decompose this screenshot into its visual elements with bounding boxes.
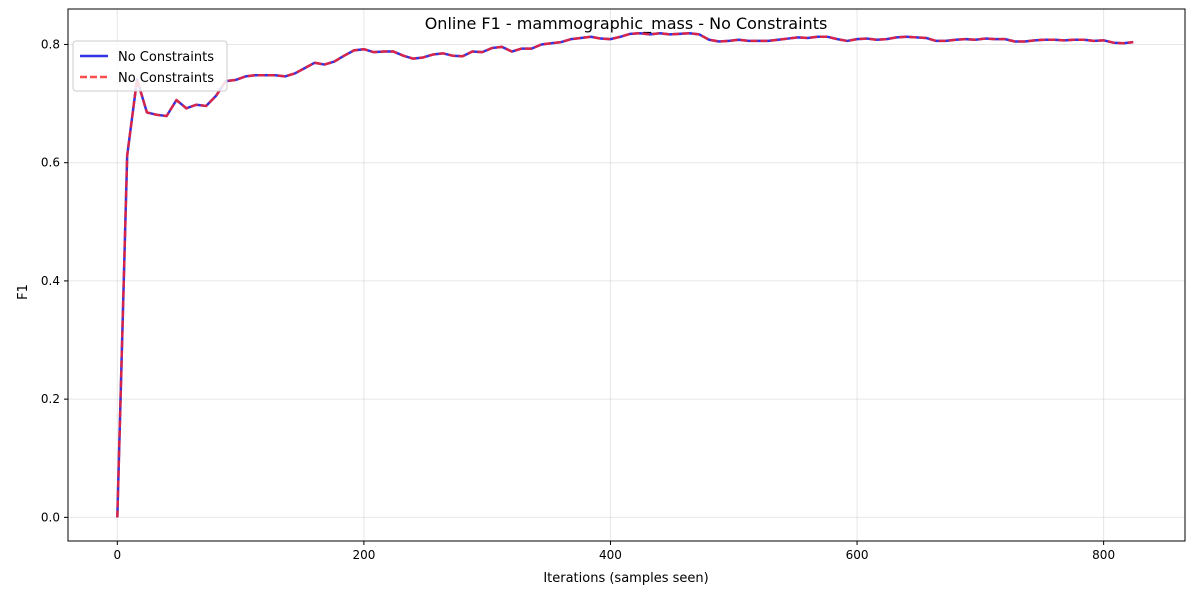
x-tick-label: 200 — [352, 548, 375, 562]
legend-label-dashed: No Constraints — [118, 71, 214, 86]
grid-lines — [68, 9, 1185, 541]
legend-box — [72, 40, 228, 92]
x-tick-label: 800 — [1092, 548, 1115, 562]
x-tick-label: 0 — [113, 548, 121, 562]
y-axis-label: F1 — [16, 284, 31, 300]
x-tick-label: 600 — [846, 548, 869, 562]
legend-label-solid: No Constraints — [118, 50, 214, 65]
legend: No Constraints No Constraints — [72, 40, 228, 92]
y-tick-label: 0.2 — [41, 392, 60, 406]
plot-frame — [67, 8, 1186, 542]
chart-title: Online F1 - mammographic_mass - No Const… — [425, 14, 828, 34]
y-tick-label: 0.6 — [41, 156, 60, 170]
series-layer — [116, 31, 1134, 518]
y-axis-ticks: 0.0 0.2 0.4 0.6 0.8 — [41, 37, 68, 524]
y-tick-label: 0.8 — [41, 37, 60, 51]
y-tick-label: 0.4 — [41, 274, 60, 288]
y-tick-label: 0.0 — [41, 510, 60, 524]
x-axis-ticks: 0 200 400 600 800 — [113, 541, 1115, 562]
x-tick-label: 400 — [599, 548, 622, 562]
x-axis-label: Iterations (samples seen) — [543, 571, 708, 586]
series-line-dashed — [116, 31, 1134, 518]
